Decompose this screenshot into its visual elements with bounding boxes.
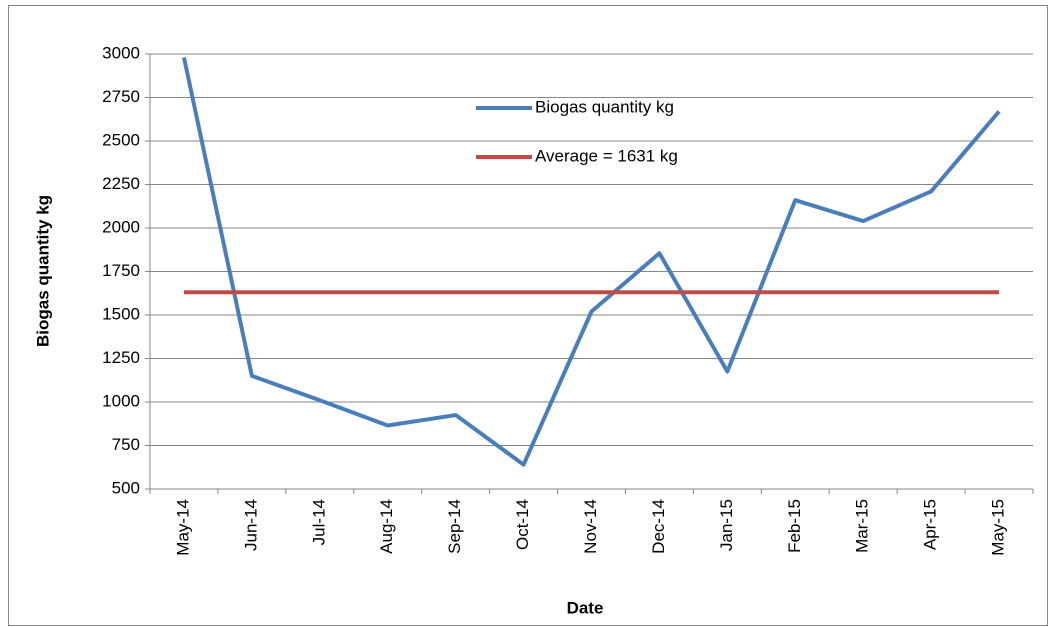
y-tick-label: 1500 (102, 304, 140, 323)
y-tick-label: 2500 (102, 130, 140, 149)
x-tick-label: Apr-15 (921, 499, 940, 550)
y-tick-label: 500 (112, 478, 140, 497)
y-tick-label: 2750 (102, 87, 140, 106)
x-tick-label: Jan-15 (717, 499, 736, 551)
y-tick-label: 1000 (102, 391, 140, 410)
series-line (182, 57, 1001, 467)
x-tick-label: Dec-14 (649, 499, 668, 554)
y-tick-label: 2250 (102, 174, 140, 193)
x-tick-label: Nov-14 (581, 499, 600, 554)
x-tick-label: Sep-14 (445, 499, 464, 554)
y-tick-label: 1750 (102, 261, 140, 280)
x-tick-label: Oct-14 (513, 499, 532, 550)
x-tick-label: Mar-15 (853, 499, 872, 553)
x-tick-label: Jul-14 (309, 499, 328, 545)
x-tick-label: May-14 (173, 499, 192, 556)
x-tick-label: May-15 (989, 499, 1008, 556)
y-tick-label: 750 (112, 435, 140, 454)
y-axis-title: Biogas quantity kg (33, 195, 52, 347)
x-tick-label: Feb-15 (785, 499, 804, 553)
legend-label: Average = 1631 kg (535, 146, 678, 165)
x-tick-label: Aug-14 (377, 499, 396, 554)
x-axis-title: Date (567, 598, 604, 617)
x-tick-label: Jun-14 (241, 499, 260, 551)
y-tick-label: 1250 (102, 348, 140, 367)
legend-label: Biogas quantity kg (535, 97, 674, 116)
y-tick-label: 2000 (102, 217, 140, 236)
y-tick-label: 3000 (102, 43, 140, 62)
